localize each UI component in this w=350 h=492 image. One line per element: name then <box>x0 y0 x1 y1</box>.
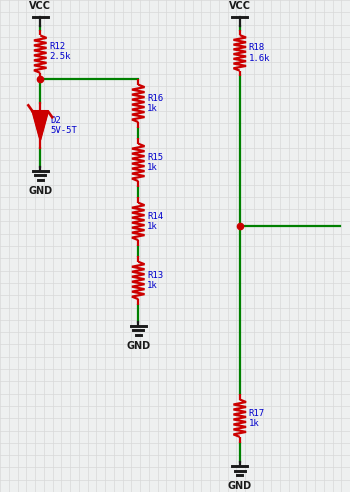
Text: VCC: VCC <box>229 1 251 11</box>
Text: R18
1.6k: R18 1.6k <box>248 43 270 62</box>
Text: GND: GND <box>126 341 150 351</box>
Text: R13
1k: R13 1k <box>147 271 163 290</box>
Text: D2
5V-5T: D2 5V-5T <box>51 116 78 135</box>
Text: R16
1k: R16 1k <box>147 93 163 113</box>
Text: GND: GND <box>28 186 52 196</box>
Text: R15
1k: R15 1k <box>147 153 163 172</box>
Text: R12
2.5k: R12 2.5k <box>49 42 70 62</box>
Polygon shape <box>33 111 48 140</box>
Text: R17
1k: R17 1k <box>248 408 265 428</box>
Text: VCC: VCC <box>29 1 51 11</box>
Text: R14
1k: R14 1k <box>147 212 163 231</box>
Text: GND: GND <box>228 481 252 491</box>
